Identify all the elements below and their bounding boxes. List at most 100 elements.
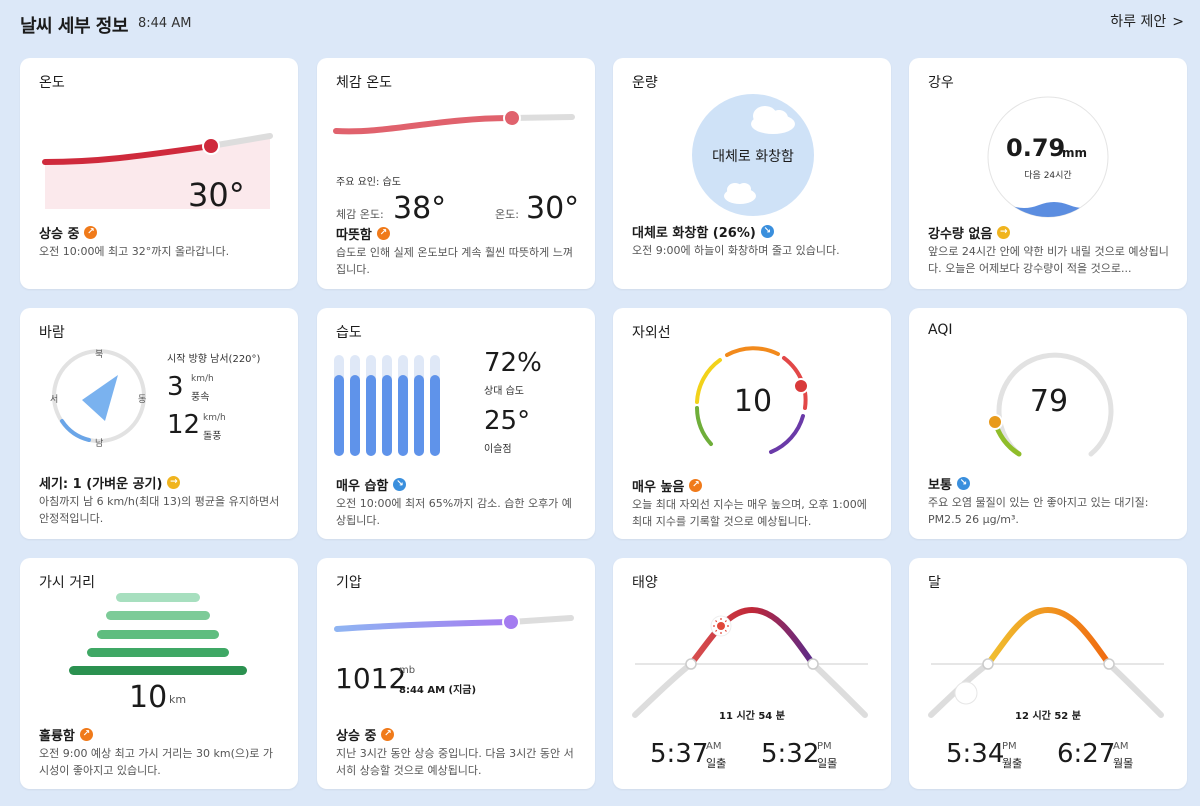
visibility-card[interactable]: 가시 거리 10 km 훌륭함 ↗ 오전 9:00 예상 최고 가시 거리는 3…: [20, 558, 298, 789]
sunset-ampm: PM: [817, 741, 832, 752]
sunrise-ampm: AM: [706, 741, 722, 752]
status: 매우 습함 ↘: [336, 475, 407, 494]
humidity-card[interactable]: 습도 72% 상대 습도 25° 이슬점 매우 습함 ↘ 오전 10:00에 최…: [317, 308, 595, 539]
status: 상승 중 ↗: [336, 725, 395, 744]
trend-down-icon: ↘: [393, 478, 407, 491]
gust-unit: km/h: [203, 413, 226, 423]
cloud-icon: [724, 106, 795, 204]
wind-direction-arrow: [82, 375, 118, 421]
sun-arc: [632, 606, 868, 718]
description: 지난 3시간 동안 상승 중입니다. 다음 3시간 동안 서서히 상승할 것으로…: [336, 747, 574, 777]
uv-index-card[interactable]: 자외선 10 매우 높음 ↗ 오늘 최대 자외선 지수는 매우 높으며, 오후 …: [613, 308, 891, 539]
card-title: 태양: [632, 575, 658, 591]
precipitation-card[interactable]: 강우 0.79 mm 다음 24시간 강수량 없음 → 앞으로 24시간 안에 …: [909, 58, 1187, 289]
aqi-card[interactable]: AQI 79 보통 ↘ 주요 오염 물질이 있는 안 좋아지고 있는 대기질: …: [909, 308, 1187, 539]
rain-period: 다음 24시간: [1024, 171, 1072, 181]
status-text: 세기: 1 (가벼운 공기): [39, 477, 163, 492]
status-text: 대체로 화창함 (26%): [632, 226, 756, 241]
status: 보통 ↘: [928, 474, 970, 493]
temperature-card[interactable]: 온도 30° 상승 중 ↗ 오전 10:00에 최고 32°까지 올라갑니다.: [20, 58, 298, 289]
wind-speed-label: 풍속: [191, 392, 210, 403]
sunrise-label: 일출: [706, 757, 727, 770]
description: 주요 오염 물질이 있는 안 좋아지고 있는 대기질: PM2.5 26 µg/…: [928, 496, 1149, 526]
daylight-duration: 11 시간 54 분: [719, 711, 785, 722]
current-point: [503, 109, 521, 127]
humidity-bar: [430, 375, 440, 456]
visibility-value: 10: [129, 680, 168, 715]
sunset-label: 일몰: [817, 757, 838, 770]
card-title: 습도: [336, 325, 362, 341]
sun-card[interactable]: 태양: [613, 558, 891, 789]
wind-compass: [52, 349, 146, 443]
wind-speed-unit: km/h: [191, 374, 214, 384]
actual-temp-label: 온도:: [495, 208, 519, 221]
dew-point-label: 이슬점: [484, 444, 512, 455]
card-title: 달: [928, 575, 941, 591]
humidity-bar: [366, 375, 376, 456]
compass-west: 서: [50, 395, 59, 405]
temperature-value: 30°: [188, 176, 245, 214]
trend-down-icon: ↘: [760, 225, 774, 238]
uv-marker: [793, 378, 809, 394]
trend-up-icon: ↗: [84, 226, 98, 239]
cloud-cover-visual: [692, 94, 814, 216]
status-text: 보통: [928, 478, 952, 493]
daily-suggestion-label: 하루 제안: [1110, 14, 1167, 30]
card-title: AQI: [928, 322, 953, 338]
feels-like-value: 38°: [393, 191, 447, 226]
card-title: 기압: [336, 575, 362, 591]
wind-direction-text: 시작 방향 남서(220°): [167, 354, 261, 365]
feels-like-card[interactable]: 체감 온도 주요 요인: 습도 체감 온도: 38° 온도: 30° 따뜻함 ↗…: [317, 58, 595, 289]
moonlight-duration: 12 시간 52 분: [1015, 711, 1081, 722]
uv-value: 10: [733, 384, 773, 419]
description: 오늘 최대 자외선 지수는 매우 높으며, 오후 1:00에 최대 지수를 기록…: [632, 498, 867, 528]
moon-arc: [928, 606, 1164, 718]
description: 오전 9:00 예상 최고 가시 거리는 30 km(으)로 가시성이 좋아지고…: [39, 747, 274, 777]
visibility-bars: [69, 593, 247, 675]
gust-label: 돌풍: [203, 431, 222, 442]
current-point: [502, 613, 520, 631]
humidity-bar: [382, 375, 392, 456]
card-title: 운량: [632, 75, 658, 91]
status-text: 상승 중: [39, 227, 80, 242]
description: 오전 10:00에 최저 65%까지 감소. 습한 오후가 예상됩니다.: [336, 497, 572, 527]
description: 앞으로 24시간 안에 약한 비가 내릴 것으로 예상됩니다. 오늘은 어제보다…: [928, 245, 1169, 275]
trend-up-icon: ↗: [376, 227, 390, 240]
compass-east: 동: [138, 395, 147, 405]
status-text: 따뜻함: [336, 228, 372, 243]
status-text: 훌륭함: [39, 729, 75, 744]
status-text: 매우 습함: [336, 479, 389, 494]
compass-north: 북: [95, 350, 104, 360]
description: 오전 9:00에 하늘이 화창하며 줄고 있습니다.: [632, 244, 840, 257]
cloud-cover-card[interactable]: 운량 대체로 화창함 대체로 화창함 (26%) ↘ 오전 9:00에 하늘이 …: [613, 58, 891, 289]
rain-amount: 0.79: [1006, 134, 1066, 162]
sunset-time: 5:32: [761, 739, 820, 769]
sun-icon: [710, 615, 732, 637]
actual-temp-value: 30°: [526, 191, 580, 226]
wind-card[interactable]: 바람 북 동 남 서 시작 방향 남서(220°) 3 km/h 풍속 12 k…: [20, 308, 298, 539]
trend-up-icon: ↗: [79, 728, 93, 741]
description: 오전 10:00에 최고 32°까지 올라갑니다.: [39, 245, 230, 258]
compass-south: 남: [95, 439, 104, 449]
header-time: 8:44 AM: [138, 16, 192, 31]
relative-humidity-label: 상대 습도: [484, 386, 524, 397]
chevron-right-icon: >: [1172, 14, 1184, 30]
card-title: 강우: [928, 75, 954, 91]
pressure-chart: [334, 613, 574, 632]
pressure-card[interactable]: 기압 1012 mb 8:44 AM (지금) 상승 중 ↗ 지난 3시간 동안…: [317, 558, 595, 789]
pressure-value: 1012: [335, 662, 407, 695]
humidity-bar: [414, 375, 424, 456]
moonset-ampm: AM: [1113, 741, 1129, 752]
status: 강수량 없음 →: [928, 223, 1011, 242]
moonset-label: 월몰: [1113, 757, 1134, 770]
status: 대체로 화창함 (26%) ↘: [632, 222, 774, 241]
moonrise-time: 5:34: [946, 739, 1005, 769]
daily-suggestion-link[interactable]: 하루 제안 >: [1110, 11, 1184, 31]
moon-card[interactable]: 달 12 시간 52 분 5:34 PM 월출 6:27 AM 월몰: [909, 558, 1187, 789]
gust-speed: 12: [167, 410, 201, 440]
trend-flat-icon: →: [167, 476, 181, 489]
feels-like-chart: [333, 109, 575, 135]
card-title: 온도: [39, 75, 65, 91]
description: 아침까지 남 6 km/h(최대 13)의 평균을 유지하면서 안정적입니다.: [39, 495, 280, 525]
moonrise-ampm: PM: [1002, 741, 1017, 752]
